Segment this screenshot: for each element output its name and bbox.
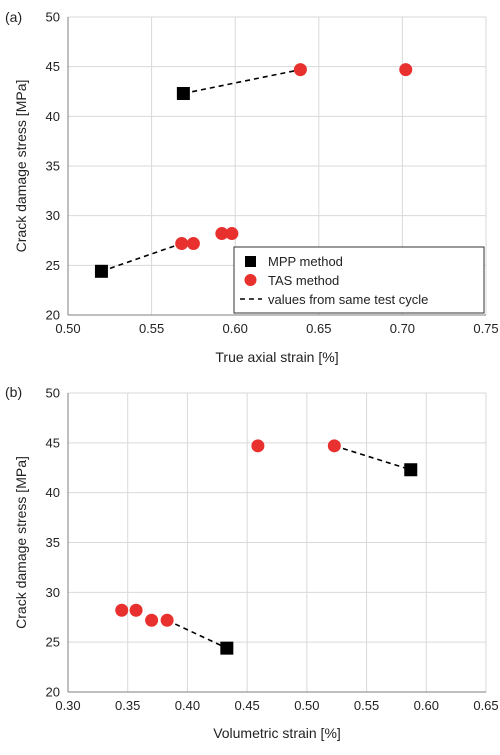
panel-b-label: (b): [5, 384, 22, 400]
panel-a-mpp-point: [176, 86, 190, 100]
panel-a-y-tick-label: 20: [46, 308, 60, 323]
panel-a-same-cycle-connector: [101, 242, 182, 273]
panel-a-x-tick-label: 0.75: [473, 321, 498, 336]
panel-b-y-tick-label: 20: [46, 685, 60, 700]
panel-a-x-axis-label: True axial strain [%]: [215, 349, 338, 365]
panel-b-x-tick-label: 0.30: [55, 698, 80, 713]
legend-box: [233, 246, 485, 314]
panel-b-x-tick-label: 0.65: [473, 698, 498, 713]
panel-b-x-tick-label: 0.35: [115, 698, 140, 713]
legend-tas-marker: [244, 274, 257, 286]
panel-b-mpp-point: [404, 463, 418, 477]
panel-a-tas-point: [215, 227, 229, 241]
panel-b-x-tick-label: 0.40: [175, 698, 200, 713]
panel-b-y-tick-label: 30: [46, 585, 60, 600]
panel-a-y-tick-label: 25: [46, 258, 60, 273]
panel-a-tas-point: [186, 236, 200, 250]
panel-b-same-cycle-connector: [334, 445, 411, 471]
panel-a-y-axis-label: Crack damage stress [MPa]: [13, 80, 29, 253]
panel-b-mpp-point: [220, 641, 234, 655]
panel-a-tas-point: [175, 236, 189, 250]
legend-mpp-label: MPP method: [268, 254, 343, 269]
panel-a-tas-point: [399, 63, 413, 77]
legend-tas-label: TAS method: [268, 273, 339, 288]
panel-a-tas-point: [293, 63, 307, 77]
panel-b-tas-point: [327, 439, 341, 453]
panel-a-x-tick-label: 0.50: [55, 321, 80, 336]
panel-b-y-axis-label: Crack damage stress [MPa]: [13, 456, 29, 629]
panel-a-x-tick-label: 0.60: [223, 321, 248, 336]
panel-b-y-tick-label: 45: [46, 435, 60, 450]
panel-a-y-tick-label: 35: [46, 159, 60, 174]
panel-b-x-axis-label: Volumetric strain [%]: [213, 725, 341, 741]
panel-a-x-tick-label: 0.65: [306, 321, 331, 336]
panel-a-tas-point: [225, 227, 239, 241]
panel-b-x-tick-label: 0.60: [414, 698, 439, 713]
panel-b-y-tick-label: 25: [46, 635, 60, 650]
panel-b-x-tick-label: 0.55: [354, 698, 379, 713]
panel-b-tas-point: [251, 439, 265, 453]
panel-b-tas-point: [160, 613, 174, 627]
panel-a-label: (a): [5, 9, 22, 25]
panel-a-y-tick-label: 30: [46, 208, 60, 223]
panel-a-y-tick-label: 40: [46, 109, 60, 124]
panel-a-x-tick-label: 0.55: [139, 321, 164, 336]
panel-b-same-cycle-connector: [166, 619, 228, 649]
legend-pair-label: values from same test cycle: [268, 292, 428, 307]
panel-b-x-tick-label: 0.45: [234, 698, 259, 713]
panel-b-x-tick-label: 0.50: [294, 698, 319, 713]
panel-b-y-tick-label: 50: [46, 386, 60, 401]
panel-a-x-tick-label: 0.70: [390, 321, 415, 336]
panel-a-y-tick-label: 45: [46, 59, 60, 74]
panel-b-tas-point: [129, 603, 143, 617]
panel-b-y-tick-label: 40: [46, 485, 60, 500]
panel-b-tas-point: [145, 613, 159, 627]
panel-a-same-cycle-connector: [183, 68, 301, 95]
panel-b-y-tick-label: 35: [46, 535, 60, 550]
panel-b-tas-point: [115, 603, 129, 617]
panel-a-mpp-point: [94, 264, 108, 278]
legend-mpp-marker: [245, 256, 256, 267]
panel-a-y-tick-label: 50: [46, 10, 60, 25]
